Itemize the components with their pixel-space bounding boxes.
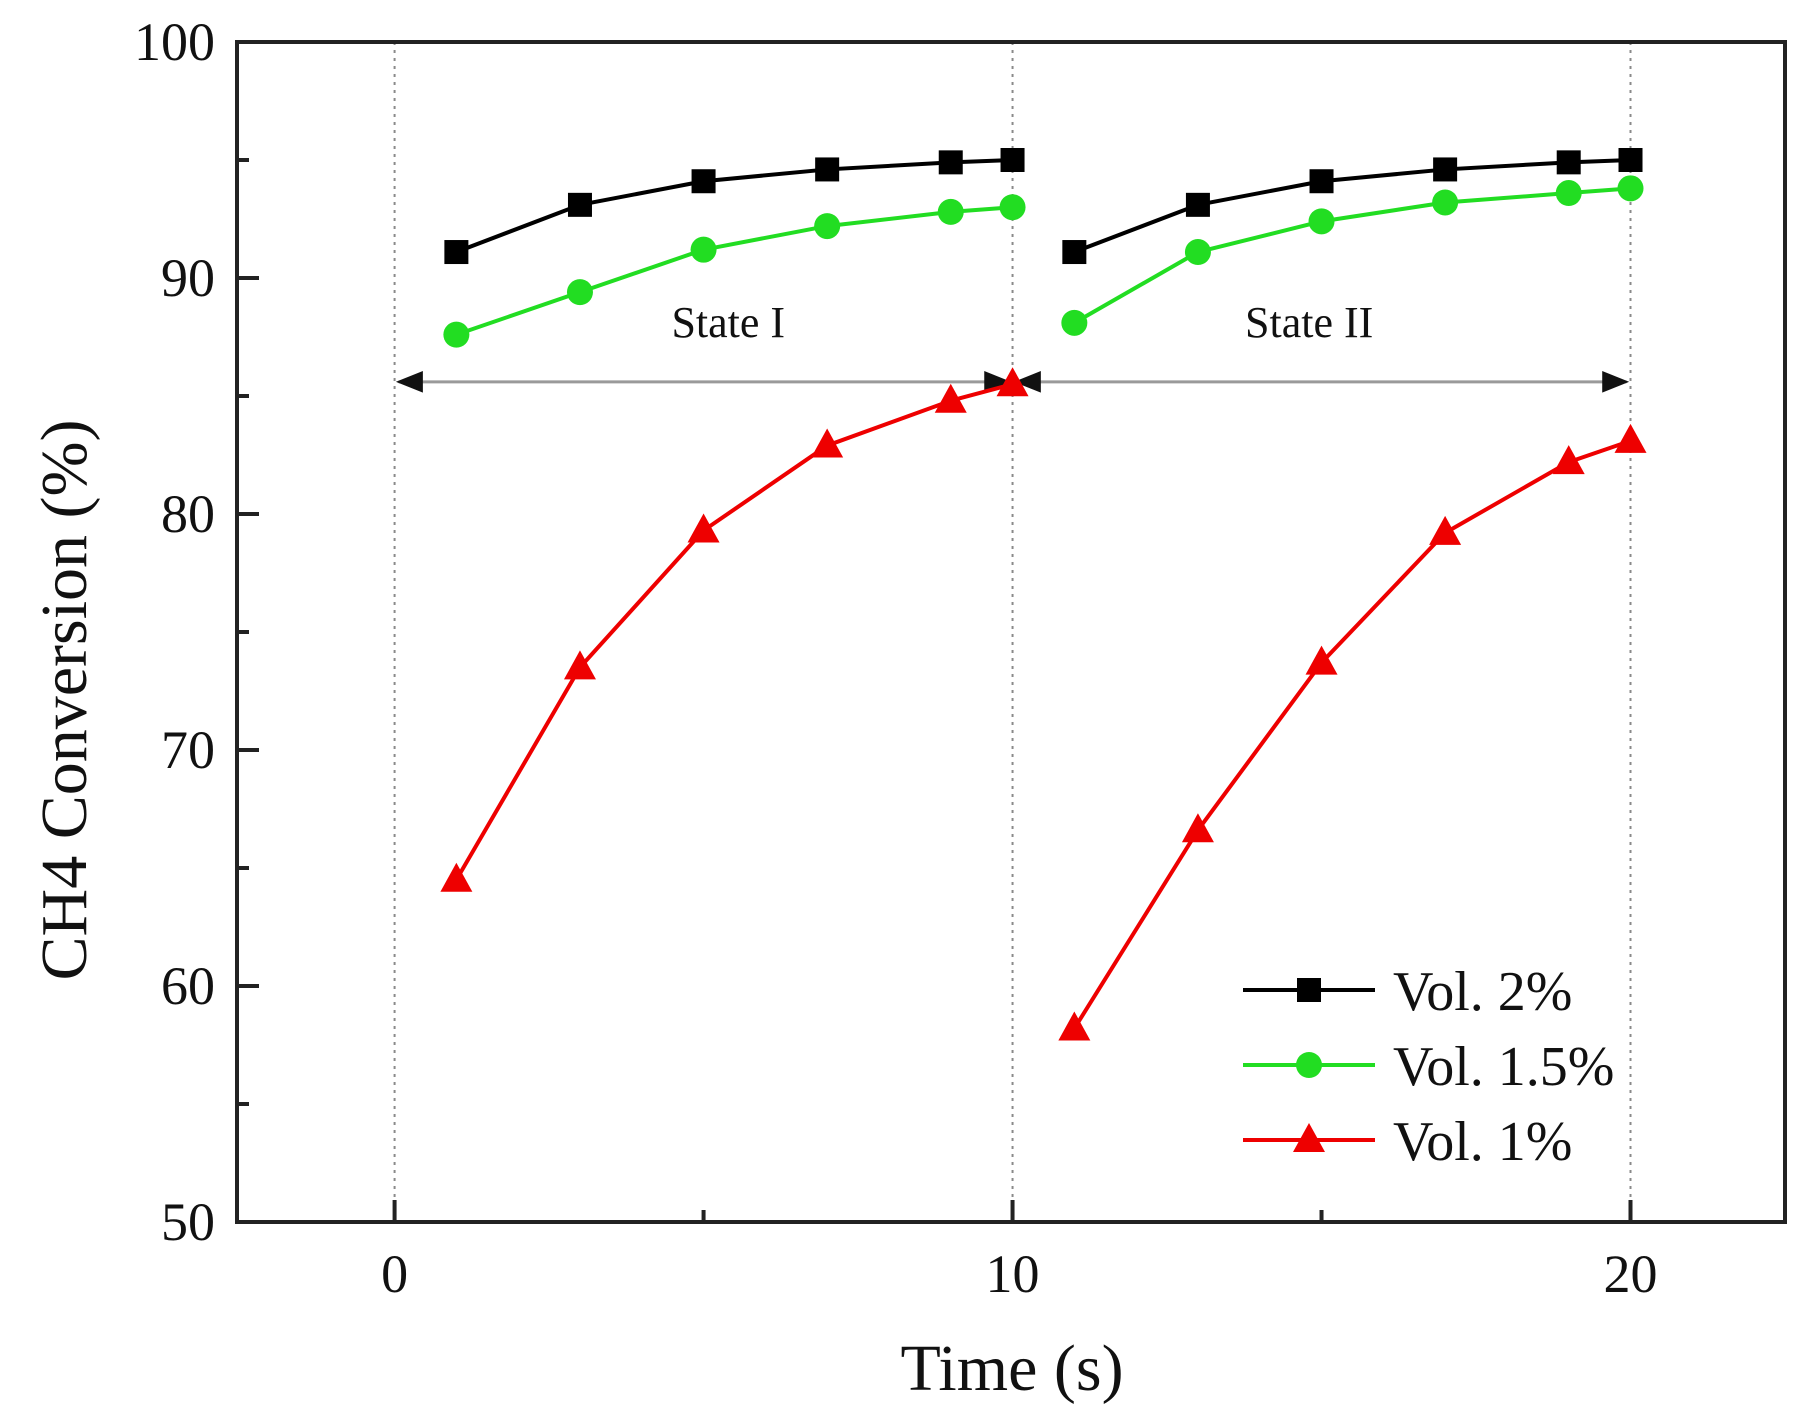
data-point-vol-1-5 [443, 321, 470, 348]
legend-label: Vol. 1% [1393, 1111, 1572, 1173]
y-tick-label: 50 [161, 1192, 215, 1252]
data-point-vol-2 [1062, 240, 1087, 265]
data-point-vol-1 [1614, 423, 1647, 453]
data-point-vol-2 [691, 169, 716, 194]
data-point-vol-2 [1309, 169, 1334, 194]
data-point-vol-1 [811, 428, 844, 458]
data-point-vol-1-5 [1555, 180, 1582, 207]
data-point-vol-1-5 [1184, 239, 1211, 266]
legend-label: Vol. 1.5% [1393, 1036, 1614, 1098]
series-line-vol-1 [1072, 438, 1632, 1030]
data-point-vol-2 [1185, 192, 1210, 217]
data-point-vol-2 [1618, 148, 1643, 172]
data-point-vol-2 [1000, 148, 1025, 172]
x-tick-label: 0 [381, 1244, 408, 1304]
series-line-vol-2 [1073, 158, 1631, 254]
data-point-vol-1 [1429, 515, 1462, 545]
data-point-vol-2 [1556, 150, 1581, 175]
data-point-vol-2 [938, 150, 963, 175]
y-tick-label: 60 [161, 956, 215, 1016]
data-point-vol-1 [1058, 1011, 1091, 1041]
data-point-vol-2 [1433, 157, 1458, 182]
state-label: State I [671, 298, 785, 347]
y-tick-label: 70 [161, 720, 215, 780]
data-point-vol-1-5 [1617, 175, 1644, 202]
data-point-vol-1-5 [1432, 189, 1459, 216]
data-point-vol-1-5 [1061, 309, 1088, 336]
y-axis-title: CH4 Conversion (%) [28, 420, 101, 981]
y-tick-label: 90 [161, 248, 215, 308]
data-point-vol-1 [687, 513, 720, 543]
data-point-vol-1 [440, 862, 473, 892]
y-tick-label: 80 [161, 484, 215, 544]
data-point-vol-1 [1181, 813, 1214, 843]
data-point-vol-1 [563, 650, 596, 680]
y-tick-label: 100 [134, 12, 215, 72]
legend-marker-vol-2 [1297, 978, 1321, 1002]
data-point-vol-2 [567, 192, 592, 217]
x-tick-label: 10 [986, 1244, 1040, 1304]
data-point-vol-1 [1305, 645, 1338, 675]
data-point-vol-1-5 [1308, 208, 1335, 235]
data-point-vol-1 [934, 383, 967, 413]
series-line-vol-2 [455, 158, 1013, 254]
data-point-vol-1-5 [937, 198, 964, 225]
x-axis-title: Time (s) [900, 1332, 1123, 1405]
data-point-vol-1 [1552, 445, 1585, 475]
x-tick-label: 20 [1604, 1244, 1658, 1304]
legend-marker-vol-1 [1293, 1123, 1325, 1152]
data-point-vol-1-5 [814, 213, 841, 240]
data-point-vol-1 [996, 367, 1029, 397]
data-point-vol-1-5 [690, 236, 717, 263]
data-point-vol-2 [444, 240, 469, 265]
state-label: State II [1245, 298, 1373, 347]
data-point-vol-1-5 [566, 279, 593, 306]
legend-label: Vol. 2% [1393, 961, 1572, 1023]
data-point-vol-1-5 [999, 194, 1026, 221]
legend-marker-vol-1-5 [1296, 1052, 1322, 1078]
data-point-vol-2 [815, 157, 840, 182]
series-line-vol-1 [454, 382, 1014, 881]
